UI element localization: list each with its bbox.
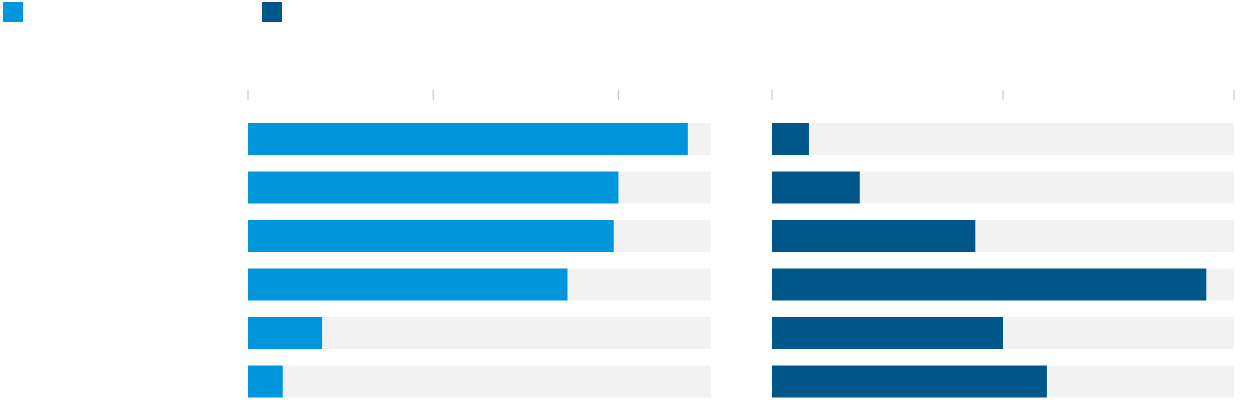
legend	[0, 2, 1240, 22]
legend-item-series-2	[262, 2, 290, 22]
bar-panel-1-row-2	[248, 171, 619, 204]
bar-panel-2-row-2	[772, 171, 860, 204]
bar-track-panel-1-row-6	[248, 365, 711, 398]
bar-panel-2-row-6	[772, 365, 1047, 398]
bar-track-panel-2-row-1	[772, 123, 1234, 155]
bar-panel-1-row-4	[248, 268, 568, 301]
legend-swatch-series-1	[3, 2, 23, 22]
bar-panel-1-row-1	[248, 123, 688, 155]
bar-panel-2-row-4	[772, 268, 1207, 301]
bar-panel-2-row-1	[772, 123, 809, 155]
bar-panel-2-row-3	[772, 220, 976, 252]
bar-panel-1-row-5	[248, 317, 323, 349]
bar-panel-1-row-3	[248, 220, 614, 252]
bar-panel-2-row-5	[772, 317, 1003, 349]
legend-item-series-1	[3, 2, 31, 22]
bar-panel-1-row-6	[248, 365, 283, 398]
legend-swatch-series-2	[262, 2, 282, 22]
bar-track-panel-1-row-5	[248, 317, 711, 349]
